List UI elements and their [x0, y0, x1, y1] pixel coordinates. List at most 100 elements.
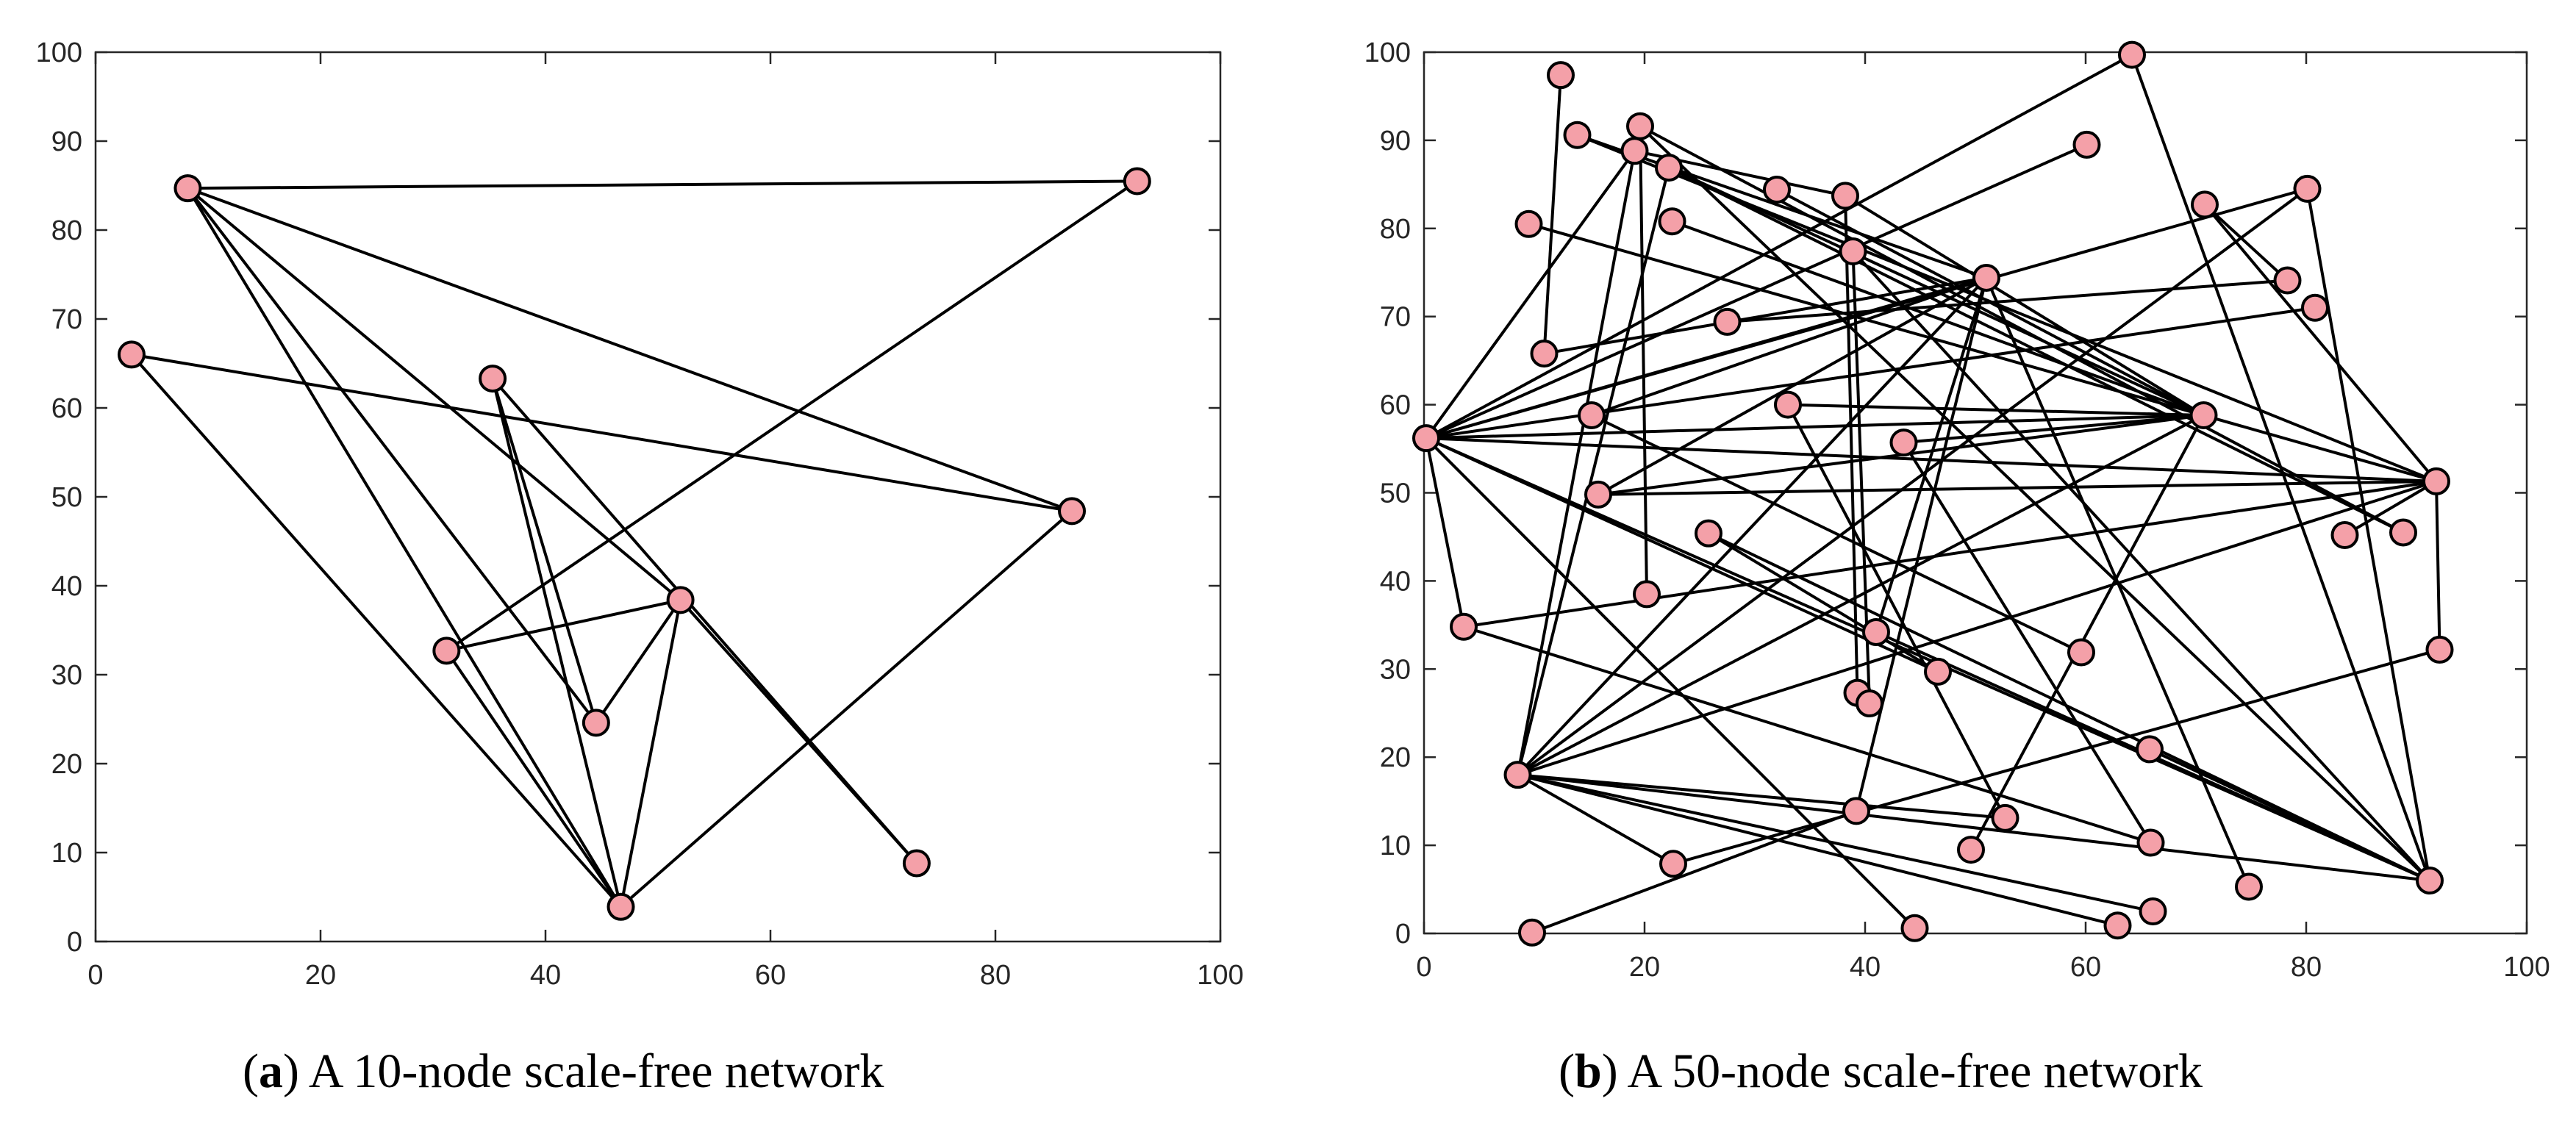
x-tick-label-b: 0 [1416, 952, 1431, 983]
network-node-b [2235, 872, 2263, 901]
network-node-b [2136, 735, 2164, 764]
network-edge-b [2344, 480, 2438, 537]
network-node-b [1633, 580, 1661, 609]
network-node-b [2330, 521, 2359, 550]
network-edge-b [1875, 277, 1988, 633]
x-tick-label-b: 20 [1629, 952, 1660, 983]
y-tick-label-a: 70 [51, 304, 82, 335]
network-edge-b [1844, 194, 2205, 417]
network-edge-b [1668, 166, 2404, 534]
y-tick-label-a: 20 [51, 749, 82, 780]
x-tick-label-a: 20 [305, 960, 336, 991]
network-node-b [1620, 137, 1649, 165]
caption-b-letter: b [1574, 1044, 1602, 1098]
x-tick-label-b: 60 [2070, 952, 2101, 983]
network-node-b [1862, 617, 1890, 646]
network-edge-b [1425, 53, 2133, 440]
x-tick-label-a: 60 [755, 960, 786, 991]
network-node-b [2072, 130, 2101, 159]
network-node-b [1530, 340, 1559, 368]
network-edge-b [1425, 150, 1636, 440]
network-edge-b [1516, 150, 1636, 775]
network-edge-b [1639, 125, 2431, 882]
network-edge-b [1707, 531, 1939, 673]
caption-a-letter: a [258, 1044, 283, 1098]
network-edge-b [1425, 276, 1987, 440]
network-node-b [1412, 424, 1440, 453]
y-tick-label-a: 50 [51, 482, 82, 513]
network-edge-a [186, 187, 623, 908]
network-edge-b [1531, 809, 1857, 934]
network-node-a [117, 340, 146, 369]
network-edge-b [1425, 437, 1916, 930]
network-edge-b [2149, 747, 2430, 882]
network-node-b [2416, 867, 2444, 895]
y-tick-label-b: 60 [1380, 390, 1411, 421]
network-edge-a [595, 599, 682, 724]
caption-b-text: A 50-node scale-free network [1627, 1044, 2203, 1098]
network-node-b [2139, 897, 2167, 926]
network-node-b [1774, 390, 1802, 419]
network-edge-b [1463, 625, 2152, 844]
y-tick-label-a: 60 [51, 393, 82, 424]
network-edge-a [131, 353, 1073, 513]
network-edge-a [187, 187, 681, 601]
network-node-b [1889, 428, 1918, 457]
x-tick-label-b: 100 [2503, 952, 2550, 983]
network-node-b [1900, 914, 1929, 942]
network-node-b [1518, 918, 1546, 947]
y-tick-label-b: 30 [1380, 654, 1411, 685]
network-edge-b [1903, 413, 2204, 445]
caption-a: (a) A 10-node scale-free network [243, 1044, 884, 1098]
network-node-b [2189, 401, 2218, 429]
network-edge-b [1852, 250, 2431, 882]
network-edge-b [1517, 187, 2308, 776]
network-edge-b [1542, 75, 1562, 354]
y-tick-label-b: 20 [1380, 742, 1411, 773]
network-edge-b [1517, 276, 1988, 776]
network-node-a [582, 709, 610, 737]
network-node-b [2136, 828, 2165, 857]
network-edge-b [2435, 481, 2441, 650]
network-node-a [432, 636, 461, 665]
network-node-b [1924, 657, 1952, 686]
network-node-b [2301, 293, 2329, 322]
y-tick-label-a: 30 [51, 660, 82, 691]
network-edge-b [1517, 773, 2430, 883]
network-edge-b [1528, 222, 2437, 483]
y-tick-label-b: 10 [1380, 831, 1411, 861]
network-edge-a [491, 378, 598, 723]
network-edge-b [1672, 648, 2441, 866]
network-node-b [1842, 797, 1870, 825]
network-edge-b [2203, 204, 2438, 483]
network-edge-b [1671, 220, 2205, 417]
network-node-b [2191, 190, 2219, 219]
network-edge-b [1425, 437, 1465, 628]
network-node-a [902, 849, 931, 878]
x-tick-label-b: 40 [1850, 952, 1881, 983]
network-edge-b [1727, 279, 2288, 323]
network-node-b [2422, 467, 2450, 495]
network-node-b [1763, 176, 1791, 204]
network-edge-a [446, 179, 1138, 652]
network-edge-b [1517, 773, 2153, 913]
network-node-b [1563, 121, 1592, 149]
network-edge-b [1425, 413, 2204, 440]
network-node-b [2273, 266, 2302, 295]
network-node-b [2103, 911, 2132, 940]
network-edge-b [1425, 143, 2088, 440]
y-tick-label-b: 40 [1380, 566, 1411, 597]
network-node-b [1578, 401, 1606, 429]
network-node-b [1450, 612, 1478, 641]
network-node-a [666, 586, 695, 614]
caption-b: (b) A 50-node scale-free network [1559, 1044, 2203, 1098]
y-tick-label-b: 80 [1380, 214, 1411, 245]
network-node-b [1856, 689, 1883, 718]
network-edge-b [1517, 414, 2205, 776]
network-edge-b [1517, 480, 2437, 777]
network-node-b [1655, 154, 1683, 182]
network-node-b [2118, 40, 2146, 69]
network-edge-b [1463, 479, 2437, 628]
network-edge-b [1855, 277, 1988, 811]
